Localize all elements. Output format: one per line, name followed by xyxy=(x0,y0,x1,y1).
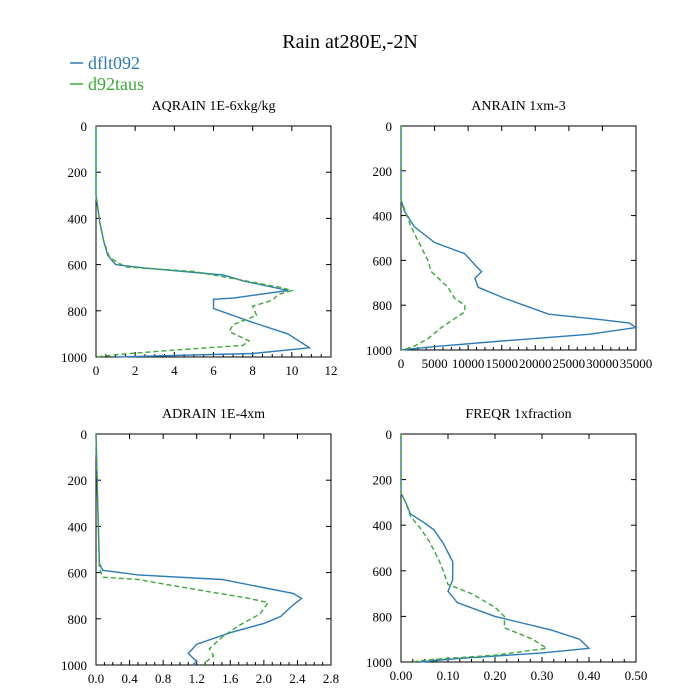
y-tick-label: 1000 xyxy=(61,658,87,673)
y-tick-label: 600 xyxy=(373,253,393,268)
y-tick-label: 400 xyxy=(68,519,88,534)
y-tick-label: 800 xyxy=(68,304,88,319)
y-tick-label: 0 xyxy=(386,119,393,134)
y-tick-label: 200 xyxy=(373,164,393,179)
legend-label-dflt092: dflt092 xyxy=(88,53,140,73)
panel-title-aqrain: AQRAIN 1E-6xkg/kg xyxy=(151,99,275,114)
x-tick-label: 8 xyxy=(249,363,256,378)
x-tick-label: 2.8 xyxy=(323,671,339,686)
x-tick-label: 0.50 xyxy=(625,668,648,683)
y-tick-label: 200 xyxy=(68,165,88,180)
y-tick-label: 400 xyxy=(373,518,393,533)
chart-panel-adrain: ADRAIN 1E-4xm 0.0 0.4 0.8 1.2 1.6 2.0 2.4 2.8 0 20… xyxy=(61,407,339,686)
axis-frame xyxy=(95,433,332,666)
panel-title-anrain: ANRAIN 1xm-3 xyxy=(471,99,566,114)
x-tick-label: 6 xyxy=(210,363,217,378)
x-tick-label: 35000 xyxy=(620,356,653,371)
axis-frame xyxy=(95,125,332,358)
x-tick-label: 2.0 xyxy=(256,671,272,686)
figure-title: Rain at280E,-2N xyxy=(282,31,418,53)
series-line-d92taus xyxy=(400,434,549,663)
y-tick-label: 1000 xyxy=(366,343,392,358)
panel-title-freqr: FREQR 1xfraction xyxy=(465,407,571,422)
x-tick-label: 1.6 xyxy=(222,671,239,686)
y-tick-label: 400 xyxy=(373,209,393,224)
x-tick-label: 0.0 xyxy=(88,671,104,686)
series-line-d92taus xyxy=(95,126,295,358)
x-tick-label: 0.30 xyxy=(531,668,554,683)
x-tick-label: 0.20 xyxy=(484,668,507,683)
series-line-dflt092 xyxy=(95,433,303,666)
x-tick-label: 15000 xyxy=(485,356,518,371)
chart-panel-aqrain: AQRAIN 1E-6xkg/kg 0 2 4 6 8 10 12 0 200 400 600 800 1… xyxy=(61,99,338,378)
series-line-d92taus xyxy=(400,126,466,351)
x-tick-label: 0.10 xyxy=(437,668,460,683)
x-tick-label: 5000 xyxy=(422,356,448,371)
axis-frame xyxy=(400,125,637,351)
y-tick-label: 200 xyxy=(68,473,88,488)
y-tick-label: 800 xyxy=(373,298,393,313)
y-tick-label: 600 xyxy=(68,566,88,581)
y-tick-label: 0 xyxy=(81,427,88,442)
x-tick-label: 12 xyxy=(325,363,338,378)
y-tick-label: 0 xyxy=(81,119,88,134)
series-line-d92taus xyxy=(95,433,270,665)
x-tick-label: 2 xyxy=(132,363,139,378)
x-tick-label: 10000 xyxy=(452,356,485,371)
legend-label-d92taus: d92taus xyxy=(88,74,144,94)
y-tick-label: 1000 xyxy=(366,655,392,670)
x-tick-label: 1.2 xyxy=(189,671,205,686)
y-tick-label: 600 xyxy=(68,258,88,273)
x-tick-label: 0.00 xyxy=(390,668,413,683)
x-tick-label: 2.4 xyxy=(289,671,306,686)
y-tick-label: 800 xyxy=(373,609,393,624)
panel-title-adrain: ADRAIN 1E-4xm xyxy=(162,407,265,422)
y-tick-label: 400 xyxy=(68,211,88,226)
x-tick-label: 30000 xyxy=(586,356,619,371)
series-line-dflt092 xyxy=(400,126,638,351)
chart-panel-anrain: ANRAIN 1xm-30 5000 10000 15000 20000 25000 300… xyxy=(366,99,652,371)
x-tick-label: 0 xyxy=(93,363,100,378)
x-tick-label: 0.40 xyxy=(578,668,601,683)
x-tick-label: 0 xyxy=(398,356,405,371)
y-tick-label: 800 xyxy=(68,612,88,627)
x-tick-label: 0.8 xyxy=(155,671,171,686)
legend: dflt092 d92taus xyxy=(70,53,144,94)
y-tick-label: 1000 xyxy=(61,350,87,365)
axis-frame xyxy=(400,433,637,663)
x-tick-label: 25000 xyxy=(553,356,586,371)
x-tick-label: 10 xyxy=(285,363,298,378)
chart-panel-freqr: FREQR 1xfraction 0.00 0.10 0.20 0.30 0.40 0.50… xyxy=(366,407,647,683)
series-line-dflt092 xyxy=(400,434,591,663)
y-tick-label: 0 xyxy=(386,427,393,442)
y-tick-label: 600 xyxy=(373,564,393,579)
series-line-dflt092 xyxy=(95,126,312,358)
x-tick-label: 4 xyxy=(171,363,178,378)
y-tick-label: 200 xyxy=(373,473,393,488)
x-tick-label: 20000 xyxy=(519,356,552,371)
x-tick-label: 0.4 xyxy=(121,671,138,686)
